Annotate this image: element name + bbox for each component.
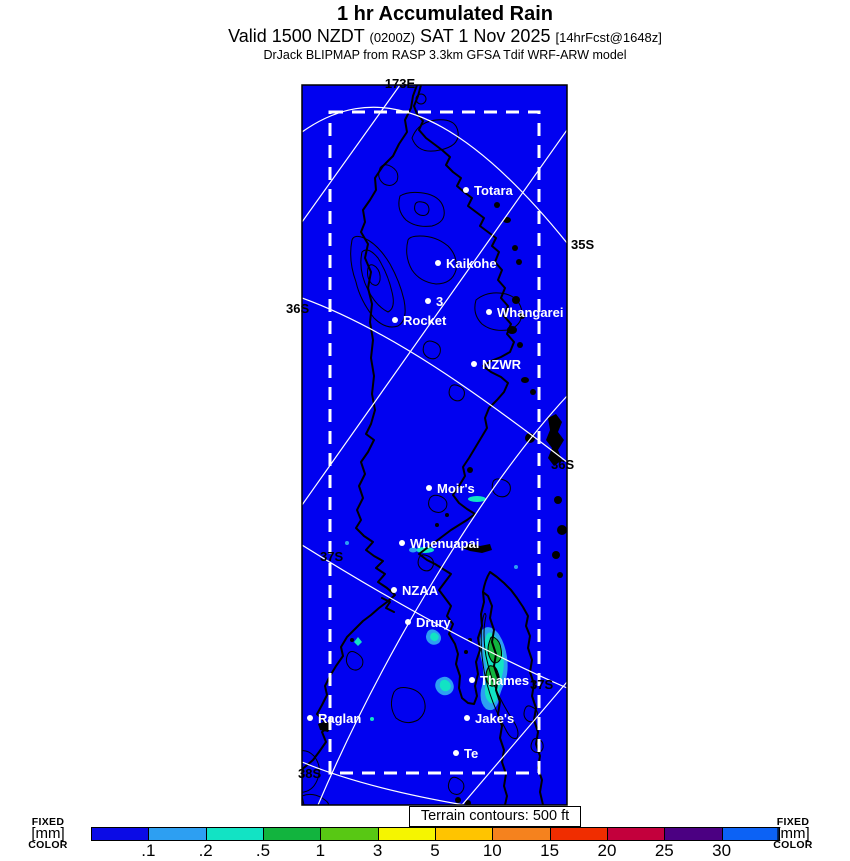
rain-color-scale bbox=[91, 827, 780, 841]
graticule-label: 38S bbox=[298, 766, 321, 781]
place-dot bbox=[463, 187, 469, 193]
lon-173e-line bbox=[302, 85, 401, 223]
lon-176e-line bbox=[461, 681, 567, 805]
place-markers: Totara Kaikohe 3 Rocket Whangarei NZWR Moir's W… bbox=[307, 183, 563, 761]
valid-date: SAT 1 Nov 2025 bbox=[420, 26, 551, 46]
color-scale-segment bbox=[607, 828, 666, 840]
fixed-mm-color-caption-right: FIXED [mm] COLOR bbox=[761, 816, 825, 851]
color-scale-segment bbox=[263, 828, 322, 840]
graticule-label: 37S bbox=[530, 677, 553, 692]
place-label: 3 bbox=[436, 294, 443, 309]
place-dot bbox=[435, 260, 441, 266]
place-label: Rocket bbox=[403, 313, 447, 328]
place-label: Te bbox=[464, 746, 478, 761]
color-scale-tick: .1 bbox=[141, 841, 156, 860]
valid-fcst: [14hrFcst@1648z] bbox=[555, 30, 662, 45]
color-scale-tick: 10 bbox=[482, 841, 502, 860]
lat-37s-line bbox=[302, 544, 567, 689]
fixed-label: FIXED bbox=[31, 816, 65, 828]
color-label: COLOR bbox=[28, 839, 68, 851]
color-scale-segment bbox=[722, 828, 779, 840]
place-label: Whenuapai bbox=[410, 536, 479, 551]
graticule-label: 36S bbox=[286, 301, 309, 316]
place-label: Kaikohe bbox=[446, 256, 497, 271]
model-info-line: DrJack BLIPMAP from RASP 3.3km GFSA Tdif… bbox=[263, 48, 627, 62]
page-title: 1 hr Accumulated Rain bbox=[337, 3, 553, 25]
terrain-contours bbox=[302, 93, 544, 805]
place-dot bbox=[453, 750, 459, 756]
color-scale-tick: .2 bbox=[198, 841, 213, 860]
valid-zulu: (0200Z) bbox=[369, 30, 416, 45]
place-dot bbox=[399, 540, 405, 546]
color-scale-tick: 1 bbox=[315, 841, 326, 860]
place-label: Raglan bbox=[318, 711, 361, 726]
map-header: 1 hr Accumulated Rain Valid 1500 NZDT (0… bbox=[0, 2, 850, 63]
place-dot bbox=[405, 619, 411, 625]
lon-175e-line bbox=[317, 395, 567, 805]
place-label: Drury bbox=[416, 615, 451, 630]
lat-38s-line bbox=[302, 761, 468, 805]
color-scale-tick: .5 bbox=[255, 841, 271, 860]
place-dot bbox=[307, 715, 313, 721]
place-label: NZAA bbox=[402, 583, 439, 598]
place-dot bbox=[426, 485, 432, 491]
graticule-label: 36S bbox=[551, 457, 574, 472]
terrain-contours-note: Terrain contours: 500 ft bbox=[409, 806, 581, 827]
color-scale-segment bbox=[321, 828, 379, 840]
place-dot bbox=[471, 361, 477, 367]
color-scale-segment bbox=[435, 828, 494, 840]
map-frame bbox=[301, 84, 568, 806]
coastline bbox=[302, 85, 544, 805]
color-scale-tick: 30 bbox=[712, 841, 732, 860]
color-label: COLOR bbox=[773, 839, 813, 851]
place-label: Whangarei bbox=[497, 305, 563, 320]
color-scale-tick: 15 bbox=[540, 841, 560, 860]
mm-units-label: [mm] bbox=[776, 825, 810, 842]
place-dot bbox=[469, 677, 475, 683]
color-scale-segment bbox=[493, 828, 551, 840]
place-dot bbox=[464, 715, 470, 721]
color-scale-segment bbox=[149, 828, 207, 840]
graticule-label: 37S bbox=[320, 549, 343, 564]
domain-inset-box bbox=[328, 110, 541, 775]
color-scale-segment bbox=[206, 828, 264, 840]
map-background bbox=[302, 85, 567, 805]
graticule-labels: 173E 35S 36S 36S 37S 37S 38S bbox=[286, 76, 594, 781]
graticule-label: 35S bbox=[571, 237, 594, 252]
color-scale-tick: 25 bbox=[654, 841, 674, 860]
fixed-label: FIXED bbox=[776, 816, 810, 828]
color-scale-tick: 5 bbox=[430, 841, 440, 860]
place-label: Moir's bbox=[437, 481, 475, 496]
place-dot bbox=[392, 317, 398, 323]
color-scale-tick: 3 bbox=[372, 841, 383, 860]
valid-prefix: Valid 1500 NZDT bbox=[228, 26, 365, 46]
color-scale-segment bbox=[550, 828, 608, 840]
valid-time-line: Valid 1500 NZDT (0200Z) SAT 1 Nov 2025 [… bbox=[20, 26, 850, 48]
place-label: Totara bbox=[474, 183, 514, 198]
place-dot bbox=[486, 309, 492, 315]
color-scale-segment bbox=[665, 828, 723, 840]
graticule bbox=[302, 85, 567, 805]
color-scale-tick: 20 bbox=[597, 841, 617, 860]
place-dot bbox=[391, 587, 397, 593]
color-scale-segment bbox=[378, 828, 436, 840]
lon-174e-line bbox=[302, 129, 567, 506]
place-label: Thames bbox=[480, 673, 529, 688]
mm-units-label: [mm] bbox=[31, 825, 65, 842]
place-dot bbox=[425, 298, 431, 304]
color-scale-segment bbox=[92, 828, 150, 840]
place-label: Jake's bbox=[475, 711, 514, 726]
fixed-mm-color-caption-left: FIXED [mm] COLOR bbox=[16, 816, 80, 851]
place-label: NZWR bbox=[482, 357, 522, 372]
graticule-label: 173E bbox=[385, 76, 416, 91]
